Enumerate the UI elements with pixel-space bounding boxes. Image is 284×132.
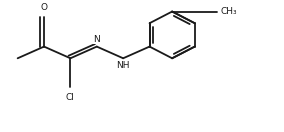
Text: CH₃: CH₃ (220, 7, 237, 16)
Text: O: O (41, 3, 47, 11)
Text: N: N (93, 35, 100, 44)
Text: NH: NH (116, 61, 130, 70)
Text: Cl: Cl (66, 93, 75, 102)
